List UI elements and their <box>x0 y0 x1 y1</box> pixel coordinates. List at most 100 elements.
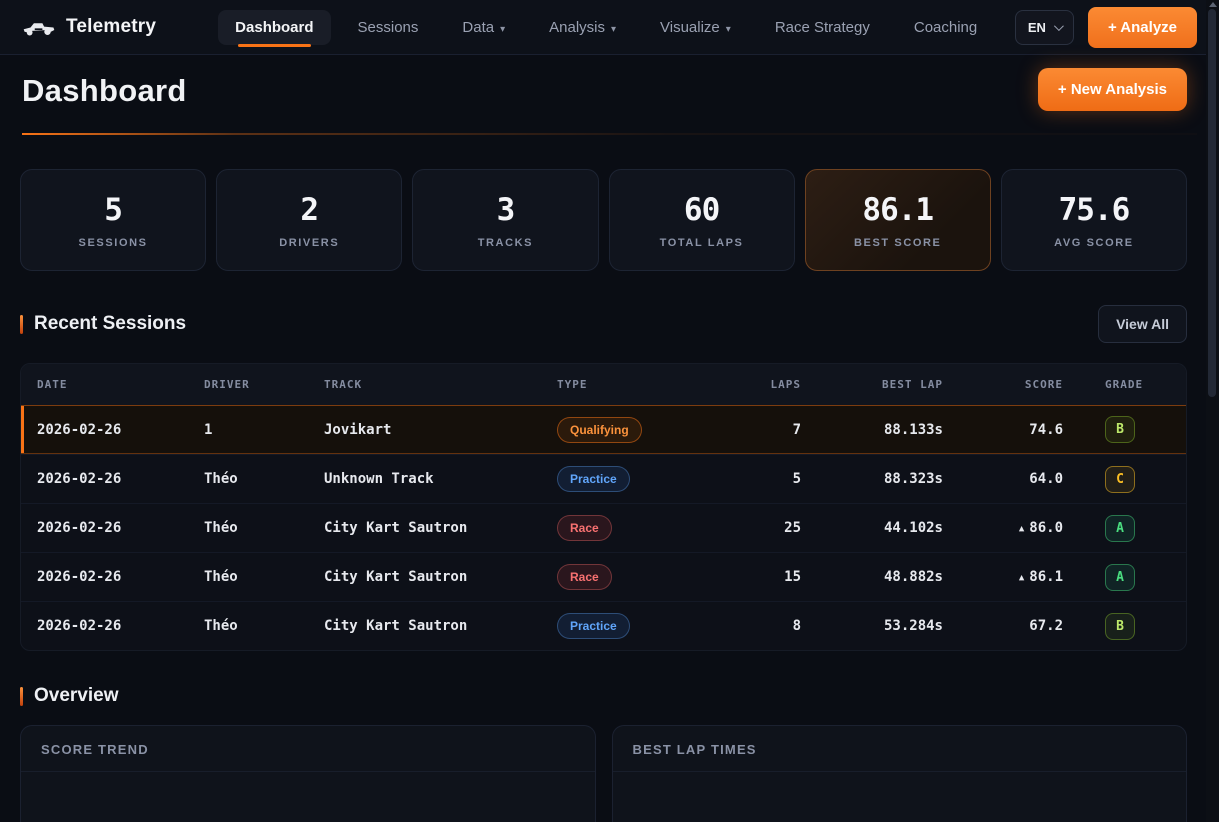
score-value: 64.0 <box>1029 471 1063 487</box>
cell-score: ▲ 86.0 <box>959 520 1079 536</box>
stat-card-sessions: 5 SESSIONS <box>20 169 207 271</box>
tab-analysis[interactable]: Analysis ▾ <box>532 10 633 45</box>
recent-sessions-header: Recent Sessions View All <box>20 305 1187 343</box>
stat-value: 86.1 <box>862 191 934 228</box>
table-row[interactable]: 2026-02-26 Théo City Kart Sautron Race 1… <box>21 552 1186 601</box>
score-value: 86.0 <box>1029 520 1063 536</box>
tab-coaching-label: Coaching <box>913 18 978 36</box>
chevron-down-icon: ▾ <box>725 23 731 35</box>
overview-header: Overview <box>20 685 1187 707</box>
cell-grade: B <box>1079 416 1186 443</box>
accent-bar <box>20 314 23 334</box>
tab-race-strategy[interactable]: Race Strategy <box>758 10 887 45</box>
table-row[interactable]: 2026-02-26 Théo Unknown Track Practice 5… <box>21 454 1186 503</box>
stat-label: BEST SCORE <box>853 236 942 249</box>
tab-race-strategy-label: Race Strategy <box>774 18 870 36</box>
cell-score: 64.0 <box>959 471 1079 487</box>
stat-label: DRIVERS <box>279 236 340 249</box>
cell-score: 74.6 <box>959 422 1079 438</box>
cell-date: 2026-02-26 <box>37 569 122 585</box>
score-trend-panel-title: SCORE TREND <box>21 726 595 772</box>
cell-driver: Théo <box>204 520 238 536</box>
col-driver: DRIVER <box>204 378 250 391</box>
tab-sessions-label: Sessions <box>357 18 419 36</box>
table-row[interactable]: 2026-02-26 Théo City Kart Sautron Practi… <box>21 601 1186 650</box>
stat-card-best-score: 86.1 BEST SCORE <box>804 169 991 271</box>
cell-driver: Théo <box>204 618 238 634</box>
trend-up-icon: ▲ <box>1018 573 1025 583</box>
grade-badge: B <box>1105 612 1135 640</box>
type-badge: Race <box>557 564 612 590</box>
tab-dashboard[interactable]: Dashboard <box>218 9 331 47</box>
best-lap-times-panel: BEST LAP TIMES <box>611 725 1187 822</box>
table-row[interactable]: 2026-02-26 1 Jovikart Qualifying 7 88.13… <box>21 405 1186 454</box>
cell-type: Race <box>541 564 727 590</box>
cell-type: Practice <box>541 613 727 639</box>
analyze-button[interactable]: + Analyze <box>1087 6 1197 48</box>
scrollbar-thumb[interactable] <box>1208 9 1216 397</box>
sessions-table: DATE DRIVER TRACK TYPE LAPS BEST LAP SCO… <box>20 363 1187 651</box>
cell-best-lap: 88.323s <box>883 471 943 487</box>
accent-bar <box>20 686 23 706</box>
col-grade: GRADE <box>1105 378 1144 391</box>
stat-card-tracks: 3 TRACKS <box>412 169 599 271</box>
chevron-down-icon: ▾ <box>500 23 506 35</box>
col-track: TRACK <box>324 378 363 391</box>
stat-value: 5 <box>104 191 123 228</box>
cell-laps: 8 <box>792 618 801 634</box>
table-row[interactable]: 2026-02-26 Théo City Kart Sautron Race 2… <box>21 503 1186 552</box>
cell-driver: Théo <box>204 569 238 585</box>
scrollbar-up-arrow-icon[interactable] <box>1208 2 1217 7</box>
cell-grade: A <box>1079 514 1186 542</box>
trend-up-icon: ▲ <box>1018 524 1025 534</box>
stat-card-drivers: 2 DRIVERS <box>216 169 403 271</box>
chevron-down-icon <box>1053 20 1064 31</box>
chevron-down-icon: ▾ <box>610 23 617 35</box>
cell-grade: C <box>1079 465 1186 493</box>
grade-badge: B <box>1105 416 1135 443</box>
page-scrollbar[interactable] <box>1206 0 1219 822</box>
score-trend-panel: SCORE TREND <box>20 725 596 822</box>
brand[interactable]: Telemetry <box>22 16 156 38</box>
tab-visualize-label: Visualize <box>660 18 720 36</box>
new-analysis-button[interactable]: + New Analysis <box>1037 68 1187 111</box>
cell-laps: 25 <box>784 520 801 536</box>
view-all-button[interactable]: View All <box>1098 305 1187 343</box>
tab-visualize[interactable]: Visualize ▾ <box>643 10 748 45</box>
kart-logo-icon <box>22 18 56 36</box>
stat-label: TRACKS <box>477 236 534 249</box>
cell-type: Practice <box>541 466 727 492</box>
cell-track: Jovikart <box>324 421 392 438</box>
language-select[interactable]: EN <box>1014 9 1074 45</box>
stat-label: AVG SCORE <box>1054 236 1134 249</box>
score-value: 86.1 <box>1029 569 1063 585</box>
cell-laps: 15 <box>784 569 801 585</box>
tab-data[interactable]: Data ▾ <box>445 10 522 45</box>
tab-data-label: Data <box>462 18 495 36</box>
tab-coaching[interactable]: Coaching <box>897 10 994 45</box>
stat-card-avg-score: 75.6 AVG SCORE <box>1000 169 1187 271</box>
tab-dashboard-label: Dashboard <box>235 18 314 36</box>
cell-laps: 7 <box>792 421 801 438</box>
overview-title: Overview <box>34 685 119 706</box>
tab-analysis-label: Analysis <box>549 18 605 36</box>
stat-label: TOTAL LAPS <box>659 236 744 249</box>
tab-sessions[interactable]: Sessions <box>341 10 436 45</box>
cell-score: ▲ 86.1 <box>959 569 1079 585</box>
stat-label: SESSIONS <box>78 236 148 249</box>
recent-sessions-title: Recent Sessions <box>34 313 187 334</box>
cell-date: 2026-02-26 <box>37 421 122 438</box>
cell-score: 67.2 <box>959 618 1079 634</box>
type-badge: Practice <box>557 466 630 492</box>
grade-badge: A <box>1105 563 1135 591</box>
col-date: DATE <box>37 378 68 391</box>
cell-grade: A <box>1079 563 1186 591</box>
brand-name: Telemetry <box>66 16 157 37</box>
stats-grid: 5 SESSIONS 2 DRIVERS 3 TRACKS 60 TOTAL L… <box>20 169 1187 271</box>
type-badge: Practice <box>557 613 630 639</box>
active-tab-underline <box>238 43 311 47</box>
page-header: Dashboard + New Analysis <box>0 55 1219 135</box>
cell-type: Qualifying <box>541 416 727 443</box>
cell-best-lap: 53.284s <box>883 618 943 634</box>
page-title: Dashboard <box>22 73 187 108</box>
